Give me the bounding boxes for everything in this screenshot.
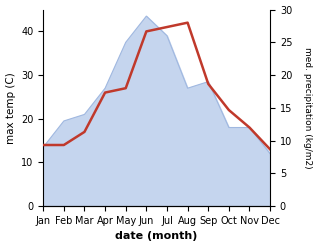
X-axis label: date (month): date (month) [115, 231, 198, 242]
Y-axis label: max temp (C): max temp (C) [5, 72, 16, 144]
Y-axis label: med. precipitation (kg/m2): med. precipitation (kg/m2) [303, 47, 313, 169]
